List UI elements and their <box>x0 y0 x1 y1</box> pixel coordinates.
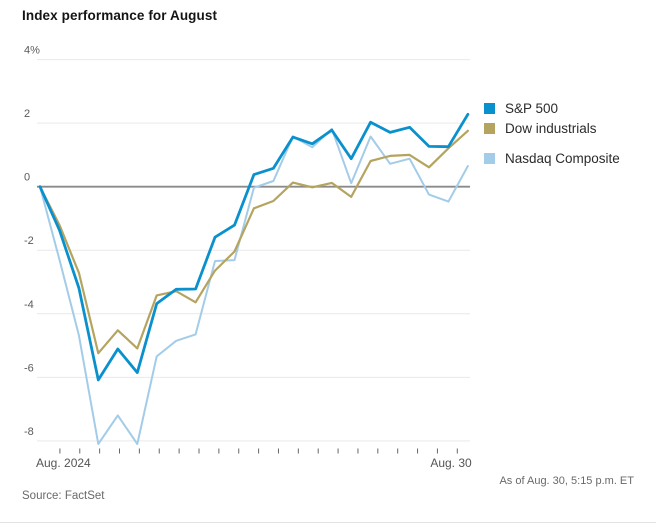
y-axis-label: -6 <box>24 362 34 374</box>
y-axis-label: -2 <box>24 235 34 247</box>
series-line-nasdaq-composite <box>39 127 469 445</box>
y-axis-label: -4 <box>24 299 34 311</box>
x-axis-start-label: Aug. 2024 <box>36 456 91 470</box>
legend-label-dow: Dow industrials <box>505 120 597 136</box>
y-axis-label: 2 <box>24 108 30 120</box>
y-axis-label: 4% <box>24 45 40 57</box>
dow-swatch-icon <box>484 122 495 134</box>
series-line-sp500 <box>38 112 470 382</box>
chart-title: Index performance for August <box>22 8 218 23</box>
legend-item-sp500: S&P 500 <box>484 98 620 118</box>
legend-item-nasdaq: Nasdaq Composite <box>484 148 620 168</box>
legend-label-sp500: S&P 500 <box>505 100 559 116</box>
nasdaq-swatch-icon <box>484 152 495 164</box>
legend: S&P 500 Dow industrials Nasdaq Composite <box>484 98 620 168</box>
series-line-dow-industrials <box>38 129 469 355</box>
sp500-swatch-icon <box>484 102 495 114</box>
legend-item-dow: Dow industrials <box>484 118 620 138</box>
y-axis-label: -8 <box>24 426 34 438</box>
x-axis-end-label: Aug. 30 <box>430 456 472 470</box>
as-of-note: As of Aug. 30, 5:15 p.m. ET <box>499 475 634 487</box>
y-axis-label: 0 <box>24 172 30 184</box>
legend-label-nasdaq: Nasdaq Composite <box>505 150 620 166</box>
source-note: Source: FactSet <box>22 490 105 502</box>
